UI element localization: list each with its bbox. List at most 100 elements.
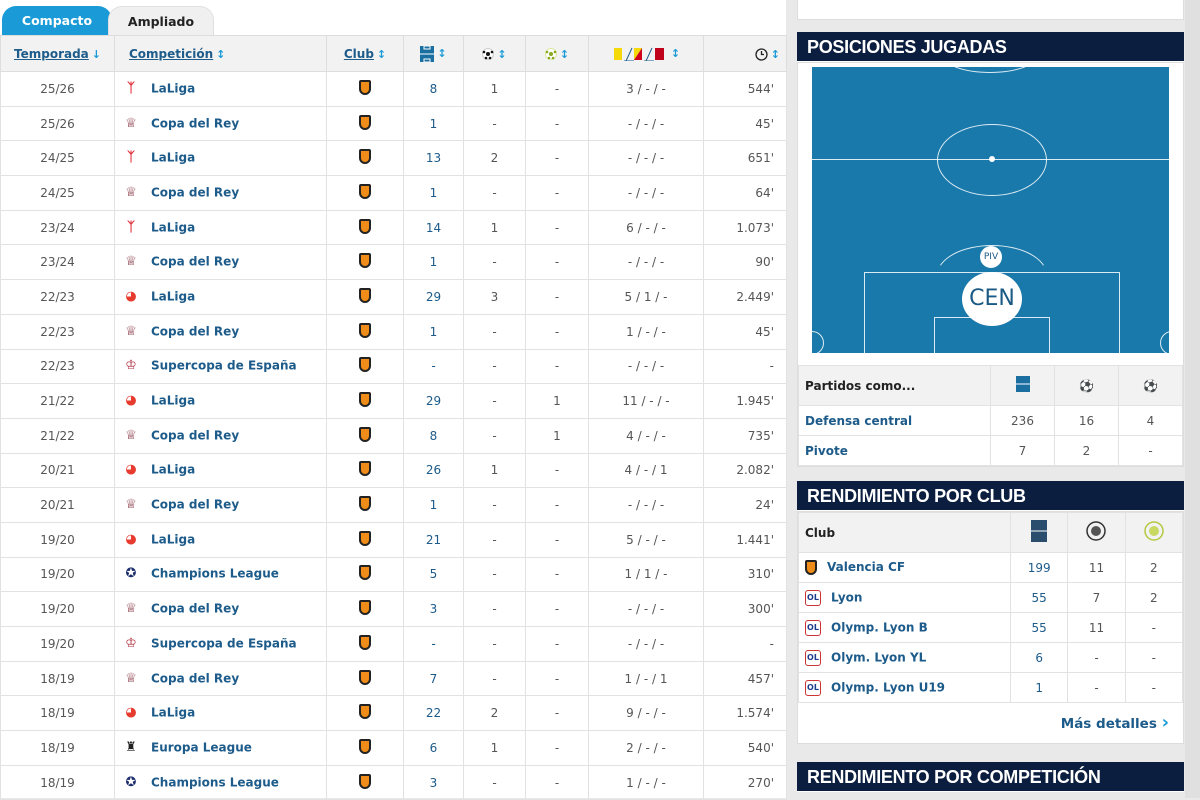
competition-cell[interactable]: ♕ Copa del Rey <box>114 591 327 627</box>
competition-link[interactable]: LaLiga <box>151 532 196 547</box>
competition-cell[interactable]: ♕ Copa del Rey <box>114 487 327 523</box>
position-name[interactable]: Pivote <box>798 435 991 466</box>
matches[interactable]: 1 <box>403 487 464 523</box>
matches[interactable]: 13 <box>403 140 464 177</box>
club-link[interactable]: Valencia CF <box>827 560 906 574</box>
club-cell[interactable] <box>326 764 404 800</box>
club-link[interactable]: Olym. Lyon YL <box>831 650 927 664</box>
matches[interactable]: 1 <box>403 175 464 211</box>
club-cell[interactable]: OL Lyon <box>798 582 1011 613</box>
competition-link[interactable]: LaLiga <box>151 705 196 720</box>
valencia-crest-icon[interactable] <box>359 322 371 338</box>
club-cell[interactable] <box>326 175 404 211</box>
header-season[interactable]: Temporada ↓ <box>0 35 115 72</box>
valencia-crest-icon[interactable] <box>359 149 371 165</box>
competition-link[interactable]: Supercopa de España <box>151 358 297 373</box>
matches[interactable]: 6 <box>1009 642 1069 673</box>
matches[interactable]: 22 <box>403 695 464 732</box>
competition-cell[interactable]: ♕ Copa del Rey <box>114 660 327 697</box>
valencia-crest-icon[interactable] <box>359 426 371 442</box>
competition-cell[interactable]: ♕ Copa del Rey <box>114 105 327 142</box>
competition-cell[interactable]: ◕ LaLiga <box>114 521 327 558</box>
club-cell[interactable] <box>326 417 404 454</box>
competition-link[interactable]: LaLiga <box>151 289 196 304</box>
valencia-crest-icon[interactable] <box>359 738 371 754</box>
matches[interactable]: 14 <box>403 209 464 246</box>
matches[interactable]: 8 <box>403 71 464 107</box>
valencia-crest-icon[interactable] <box>359 79 371 95</box>
header-club[interactable]: Club ↕ <box>326 35 404 72</box>
competition-cell[interactable]: ◕ LaLiga <box>114 452 327 489</box>
tab-compacto[interactable]: Compacto <box>2 6 112 35</box>
valencia-crest-icon[interactable] <box>359 357 371 373</box>
competition-link[interactable]: Copa del Rey <box>151 254 240 269</box>
club-cell[interactable] <box>326 71 404 107</box>
club-link[interactable]: Olymp. Lyon U19 <box>831 680 946 694</box>
competition-link[interactable]: Copa del Rey <box>151 497 240 512</box>
header-competition[interactable]: Competición ↕ <box>114 35 327 72</box>
club-cell[interactable] <box>326 591 404 627</box>
club-cell[interactable] <box>326 487 404 523</box>
competition-cell[interactable]: ᛉ LaLiga <box>114 140 327 177</box>
club-cell[interactable]: OL Olymp. Lyon U19 <box>798 672 1011 703</box>
competition-cell[interactable]: ✪ Champions League <box>114 764 327 800</box>
competition-link[interactable]: Copa del Rey <box>151 428 240 443</box>
sort-competition-link[interactable]: Competición <box>129 46 214 61</box>
header-minutes[interactable]: ↕ <box>703 35 787 72</box>
matches[interactable]: 199 <box>1009 552 1069 583</box>
header-goals[interactable]: ↕ <box>463 35 526 72</box>
matches[interactable]: - <box>403 626 464 662</box>
competition-cell[interactable]: ◕ LaLiga <box>114 279 327 315</box>
valencia-crest-icon[interactable] <box>359 287 371 303</box>
header-assists[interactable]: ↕ <box>525 35 589 72</box>
competition-cell[interactable]: ♔ Supercopa de España <box>114 348 327 385</box>
club-cell[interactable] <box>326 730 404 766</box>
club-cell[interactable] <box>326 348 404 385</box>
club-cell[interactable]: OL Olymp. Lyon B <box>798 612 1011 643</box>
club-cell[interactable] <box>326 383 404 419</box>
sort-season-link[interactable]: Temporada <box>14 46 89 61</box>
valencia-crest-icon[interactable] <box>359 669 371 685</box>
matches[interactable]: 1 <box>403 313 464 350</box>
matches[interactable]: - <box>403 348 464 385</box>
sort-club-link[interactable]: Club <box>343 46 374 61</box>
more-details-link[interactable]: Más detalles › <box>798 703 1183 743</box>
matches[interactable]: 26 <box>403 452 464 489</box>
competition-cell[interactable]: ♜ Europa League <box>114 730 327 766</box>
valencia-crest-icon[interactable] <box>359 461 371 477</box>
competition-link[interactable]: Europa League <box>151 740 252 755</box>
matches[interactable]: 55 <box>1009 582 1069 613</box>
club-cell[interactable] <box>326 626 404 662</box>
scrollbar[interactable] <box>1185 0 1200 798</box>
valencia-crest-icon[interactable] <box>359 496 371 512</box>
competition-link[interactable]: Copa del Rey <box>151 601 240 616</box>
valencia-crest-icon[interactable] <box>359 773 371 789</box>
valencia-crest-icon[interactable] <box>359 392 371 408</box>
competition-link[interactable]: Copa del Rey <box>151 116 240 131</box>
valencia-crest-icon[interactable] <box>359 183 371 199</box>
competition-link[interactable]: LaLiga <box>151 393 196 408</box>
matches[interactable]: 7 <box>403 660 464 697</box>
matches[interactable]: 1 <box>403 244 464 281</box>
club-link[interactable]: Lyon <box>831 590 863 604</box>
competition-link[interactable]: Copa del Rey <box>151 185 240 200</box>
matches[interactable]: 6 <box>403 730 464 766</box>
competition-cell[interactable]: ♕ Copa del Rey <box>114 313 327 350</box>
club-cell[interactable] <box>326 695 404 732</box>
competition-link[interactable]: LaLiga <box>151 220 196 235</box>
matches[interactable]: 29 <box>403 383 464 419</box>
matches[interactable]: 8 <box>403 417 464 454</box>
competition-link[interactable]: Copa del Rey <box>151 324 240 339</box>
club-link[interactable]: Olymp. Lyon B <box>831 620 928 634</box>
club-cell[interactable] <box>326 209 404 246</box>
tab-ampliado[interactable]: Ampliado <box>108 6 214 35</box>
competition-cell[interactable]: ᛉ LaLiga <box>114 209 327 246</box>
position-name[interactable]: Defensa central <box>798 405 991 436</box>
club-cell[interactable] <box>326 140 404 177</box>
valencia-crest-icon[interactable] <box>359 634 371 650</box>
header-cards[interactable]: ↕ <box>588 35 704 72</box>
valencia-crest-icon[interactable] <box>359 218 371 234</box>
competition-cell[interactable]: ♕ Copa del Rey <box>114 417 327 454</box>
matches[interactable]: 3 <box>403 764 464 800</box>
competition-cell[interactable]: ◕ LaLiga <box>114 383 327 419</box>
